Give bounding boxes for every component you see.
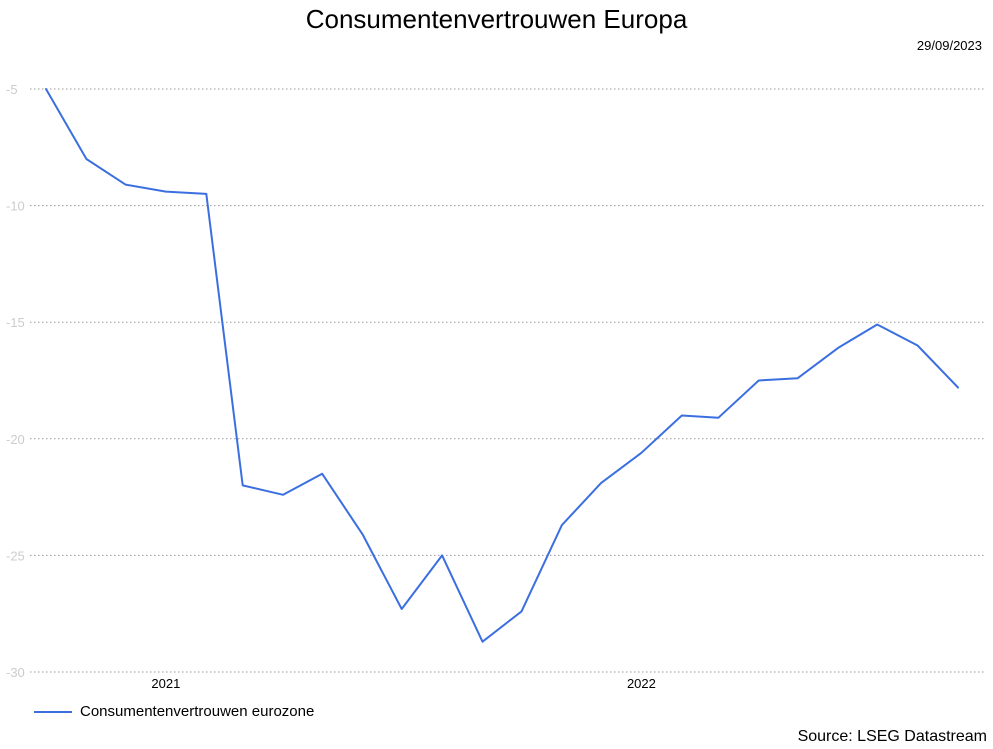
y-tick-label: -5 — [6, 82, 18, 97]
chart-title: Consumentenvertrouwen Europa — [305, 4, 688, 34]
x-tick-label: 2022 — [627, 676, 656, 691]
y-tick-label: -20 — [6, 432, 25, 447]
series-layer — [45, 88, 959, 643]
chart-date: 29/09/2023 — [916, 38, 982, 53]
y-tick-labels: -5 -10 -15 -20 -25 -30 — [6, 82, 25, 680]
series-line — [45, 88, 959, 643]
legend-label: Consumentenvertrouwen eurozone — [80, 703, 315, 720]
grid-lines — [30, 88, 985, 673]
source-note: Source: LSEG Datastream — [797, 728, 987, 745]
y-tick-label: -30 — [6, 665, 25, 680]
x-tick-labels: 202120222023 — [151, 676, 656, 691]
y-tick-label: -15 — [6, 315, 25, 330]
y-tick-label: -25 — [6, 548, 25, 563]
legend-swatch — [34, 710, 72, 713]
y-tick-label: -10 — [6, 199, 25, 214]
legend: Consumentenvertrouwen eurozone — [34, 703, 314, 720]
x-tick-label: 2021 — [151, 676, 180, 691]
